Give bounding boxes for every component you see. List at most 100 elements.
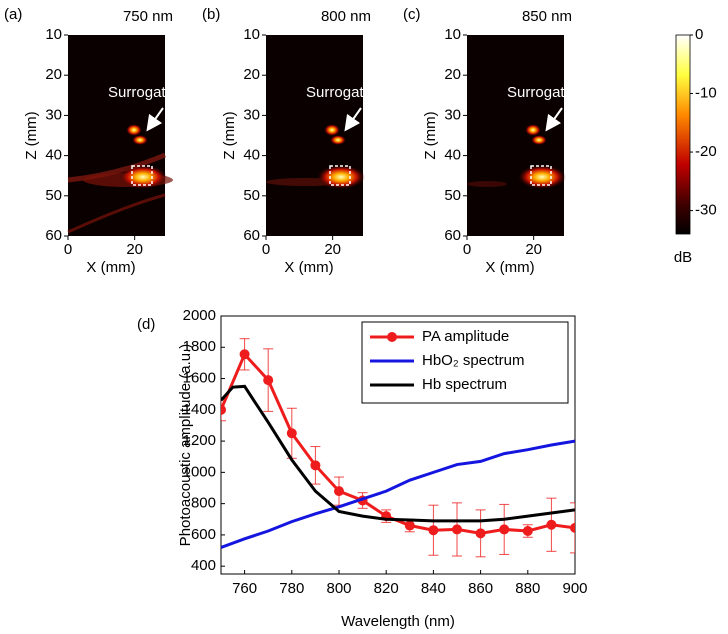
y-tick-label: 1800 — [183, 338, 216, 355]
hotspot — [531, 135, 547, 145]
y-tick-label: 10 — [243, 26, 260, 43]
panel-title: 800 nm — [321, 8, 371, 25]
roi-box — [530, 165, 552, 186]
legend-label: HbO₂ spectrum — [422, 352, 525, 369]
image-background — [68, 35, 165, 236]
x-tick-label: 900 — [562, 580, 587, 597]
data-point — [310, 460, 321, 471]
data-point — [263, 375, 274, 386]
y-axis-label: Z (mm) — [221, 111, 238, 159]
y-tick-label: 600 — [191, 526, 216, 543]
x-tick-label: 20 — [324, 241, 341, 258]
y-axis-label: Photoacoustic amplitude (a.u.) — [177, 344, 194, 547]
y-tick-label: 1000 — [183, 463, 216, 480]
hotspot — [518, 165, 566, 189]
panel-label: (c) — [403, 6, 421, 23]
image-background — [467, 35, 564, 236]
y-tick-label: 30 — [45, 106, 62, 123]
artifact — [67, 193, 166, 234]
arrow — [146, 107, 164, 132]
panel-label: (b) — [202, 6, 220, 23]
hotspot — [132, 135, 148, 145]
plot-frame — [220, 315, 576, 575]
data-point — [522, 526, 533, 536]
x-tick-label: 800 — [326, 580, 351, 597]
arrow — [545, 107, 563, 132]
y-axis-label: Z (mm) — [422, 111, 439, 159]
data-point — [286, 428, 297, 439]
y-tick-label: 1200 — [183, 432, 216, 449]
annotation: Surrogate tip — [507, 84, 593, 101]
y-tick-label: 40 — [243, 147, 260, 164]
colorbar-label: dB — [674, 249, 692, 266]
data-point — [221, 404, 226, 415]
legend-label: Hb spectrum — [422, 376, 507, 393]
data-point — [452, 524, 462, 535]
hotspot — [317, 165, 365, 189]
data-point — [570, 522, 575, 533]
y-tick-label: 1400 — [183, 401, 216, 418]
colorbar-tick-label: -30 — [695, 202, 717, 219]
y-tick-label: 10 — [444, 26, 461, 43]
data-point — [239, 349, 250, 360]
x-tick-label: 760 — [232, 580, 257, 597]
series-line — [221, 384, 575, 523]
data-point — [475, 528, 486, 539]
panel-title: 750 nm — [123, 8, 173, 25]
x-tick-label: 780 — [279, 580, 304, 597]
hotspot — [126, 124, 142, 136]
legend-marker — [387, 332, 397, 342]
y-tick-label: 800 — [191, 495, 216, 512]
y-tick-label: 2000 — [183, 307, 216, 324]
panel-label: (d) — [137, 316, 155, 333]
artifact — [467, 181, 507, 187]
y-tick-label: 20 — [444, 66, 461, 83]
y-tick-label: 30 — [243, 106, 260, 123]
hotspot — [119, 165, 167, 189]
x-tick-label: 0 — [262, 241, 270, 258]
colorbar-tick-label: -20 — [695, 143, 717, 160]
y-tick-label: 60 — [45, 227, 62, 244]
annotation: Surrogate tip — [108, 84, 194, 101]
y-tick-label: 60 — [444, 227, 461, 244]
x-axis-label: X (mm) — [284, 259, 333, 276]
data-point — [334, 486, 344, 497]
hotspot — [330, 135, 346, 145]
x-tick-label: 880 — [515, 580, 540, 597]
x-axis-label: X (mm) — [86, 259, 135, 276]
x-axis-label: X (mm) — [485, 259, 534, 276]
y-tick-label: 1600 — [183, 370, 216, 387]
hotspot — [324, 124, 340, 136]
x-tick-label: 840 — [421, 580, 446, 597]
data-point — [404, 520, 415, 531]
y-tick-label: 60 — [243, 227, 260, 244]
colorbar-tick-label: 0 — [695, 26, 703, 43]
series-line — [221, 439, 575, 549]
arrow — [344, 107, 362, 132]
legend-label: PA amplitude — [422, 328, 509, 345]
y-tick-label: 50 — [243, 187, 260, 204]
colorbar-tick-label: -10 — [695, 84, 717, 101]
hotspot — [525, 124, 541, 136]
colorbar — [675, 34, 691, 235]
y-tick-label: 40 — [45, 147, 62, 164]
data-point — [546, 519, 557, 530]
x-tick-label: 20 — [126, 241, 143, 258]
y-tick-label: 400 — [191, 557, 216, 574]
y-tick-label: 30 — [444, 106, 461, 123]
panel-title: 850 nm — [522, 8, 572, 25]
x-tick-label: 820 — [374, 580, 399, 597]
data-point — [499, 524, 510, 535]
y-tick-label: 10 — [45, 26, 62, 43]
x-tick-label: 0 — [64, 241, 72, 258]
error-bar — [570, 502, 575, 554]
y-tick-label: 20 — [45, 66, 62, 83]
y-tick-label: 40 — [444, 147, 461, 164]
y-tick-label: 20 — [243, 66, 260, 83]
y-tick-label: 50 — [45, 187, 62, 204]
roi-box — [131, 165, 153, 186]
x-tick-label: 20 — [525, 241, 542, 258]
annotation: Surrogate tip — [306, 84, 392, 101]
data-point — [428, 525, 439, 536]
